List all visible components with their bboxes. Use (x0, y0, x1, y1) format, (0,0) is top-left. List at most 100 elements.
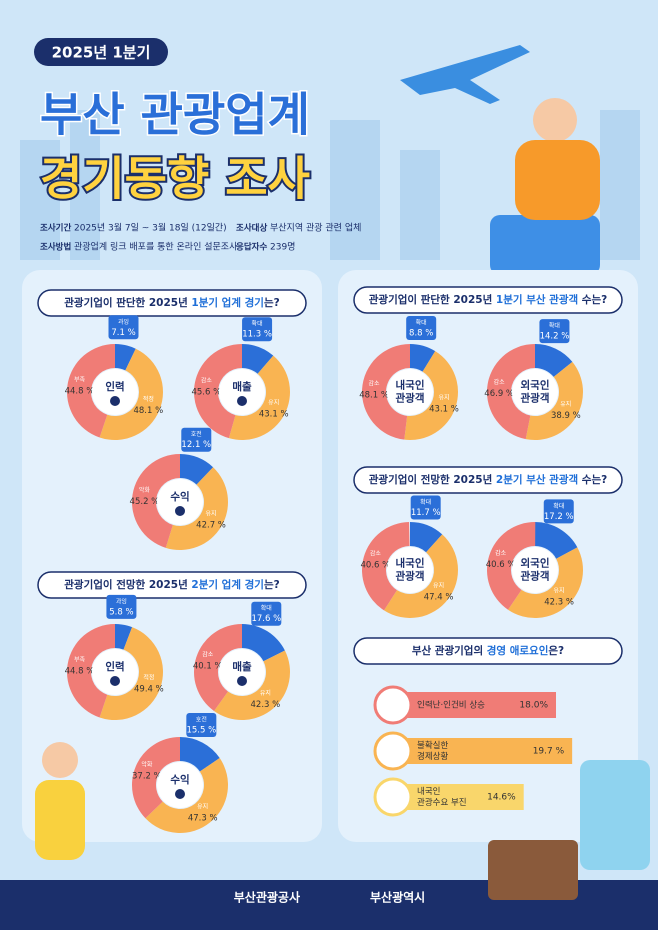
category-label: 적정 (143, 396, 154, 403)
category-label: 적정 (143, 675, 154, 682)
value-label: 48.1 % (133, 406, 163, 416)
section-title: 관광기업이 판단한 2025년 1분기 부산 관광객 수는? (369, 293, 607, 306)
donut-segment (410, 522, 443, 553)
donut-segment (165, 467, 229, 550)
donut-segment (487, 344, 535, 440)
value-label: 40.1 % (193, 661, 223, 671)
city-silhouette (20, 110, 640, 260)
value-label: 42.3 % (544, 597, 574, 607)
survey-text: 2025년 3월 7일 ~ 3월 18일 (12일간) (74, 222, 227, 234)
section-title-box (353, 466, 623, 494)
donut-center (219, 369, 265, 415)
survey-label: 조사방법 (40, 242, 71, 253)
value-label: 40.6 % (361, 561, 391, 571)
label-box (181, 427, 212, 452)
value-label: 40.6 % (486, 560, 516, 570)
main-title: 경기동향 조사 (40, 152, 310, 206)
value-label: 45.2 % (130, 497, 160, 507)
donut-title: 외국인 (521, 557, 550, 570)
donut-segment (132, 454, 180, 548)
category-label: 확대 (549, 322, 560, 330)
bar-category: 내국인 (417, 786, 440, 797)
bar-icon (373, 731, 413, 771)
label-box (543, 499, 574, 524)
value-label: 43.1 % (259, 410, 289, 420)
donut-title: 인력 (105, 660, 124, 673)
donut-segment (242, 624, 285, 662)
donut-center (387, 369, 433, 415)
donut-segment (361, 344, 410, 440)
donut-segment (486, 522, 536, 610)
value-label: 17.2 % (544, 512, 574, 522)
value-label: 48.1 % (359, 390, 389, 400)
donut-center (92, 369, 138, 415)
category-label: 유지 (268, 399, 279, 407)
value-label: 12.1 % (181, 440, 211, 450)
survey-text: 관광업계 링크 배포를 통한 온라인 설문조사 (74, 241, 238, 253)
donut-segment (404, 351, 459, 441)
donut-segment (115, 624, 133, 650)
traveler-shirt (515, 140, 600, 220)
donut-title: 내국인 (396, 557, 425, 570)
section-title-part: 1분기 부산 관광객 (496, 293, 578, 306)
category-label: 유지 (438, 393, 449, 401)
value-label: 44.8 % (65, 387, 95, 397)
category-label: 과잉 (118, 318, 129, 326)
bar-value: 18.0% (519, 701, 548, 711)
label-box (186, 713, 217, 738)
bar-value: 14.6% (487, 793, 516, 803)
donut-icon (175, 789, 185, 799)
donut-title: 인력 (105, 380, 124, 393)
value-label: 45.6 % (191, 388, 221, 398)
section-title-part: 는? (264, 297, 280, 309)
category-label: 유지 (433, 581, 444, 589)
label-box (406, 315, 437, 340)
donut-segment (525, 361, 584, 440)
category-label: 부족 (74, 657, 86, 664)
section-title-part: 관광기업이 판단한 2025년 (64, 296, 191, 309)
section-title-box (37, 289, 307, 317)
donut-segment (180, 737, 220, 772)
bar (385, 692, 556, 718)
donut-center (387, 547, 433, 593)
donut-title: 매출 (232, 380, 252, 393)
category-label: 감소 (495, 550, 507, 557)
donut-title: 관광객 (521, 392, 550, 405)
label-box (539, 319, 570, 344)
donut-title: 관광객 (396, 570, 425, 583)
donut-segment (99, 348, 164, 441)
donut-center (157, 479, 203, 525)
section-title-part: 2분기 부산 관광객 (496, 473, 578, 486)
suitcase-brown (488, 840, 578, 900)
value-label: 17.6 % (251, 614, 281, 624)
value-label: 37.2 % (132, 771, 162, 781)
donut-icon (110, 396, 120, 406)
donut-icon (110, 676, 120, 686)
bar-category: 관광수요 부진 (417, 797, 467, 808)
category-label: 부족 (74, 377, 86, 384)
section-title-part: 관광기업이 전망한 2025년 (369, 473, 496, 486)
value-label: 11.3 % (242, 330, 272, 340)
category-label: 확대 (553, 502, 564, 510)
donut-segment (66, 344, 115, 438)
donut-title: 매출 (232, 660, 252, 673)
suitcase-right (580, 760, 650, 870)
label-box (251, 601, 282, 626)
category-label: 과잉 (116, 597, 127, 605)
value-label: 15.5 % (186, 726, 216, 736)
survey-label: 응답자수 (236, 242, 267, 253)
section-title-part: 1분기 업계 경기 (191, 296, 264, 309)
footer-logo: 부산광역시 (370, 890, 425, 905)
section-title-part: 관광기업이 전망한 2025년 (64, 578, 191, 591)
donut-icon (175, 506, 185, 516)
donut-segment (193, 624, 242, 712)
footer-logo: 부산관광공사 (234, 890, 300, 905)
value-label: 14.2 % (540, 332, 570, 342)
donut-segment (384, 534, 459, 619)
section-title-box (37, 571, 307, 599)
label-box (108, 315, 139, 340)
value-label: 42.7 % (196, 521, 226, 531)
traveler (533, 98, 577, 142)
